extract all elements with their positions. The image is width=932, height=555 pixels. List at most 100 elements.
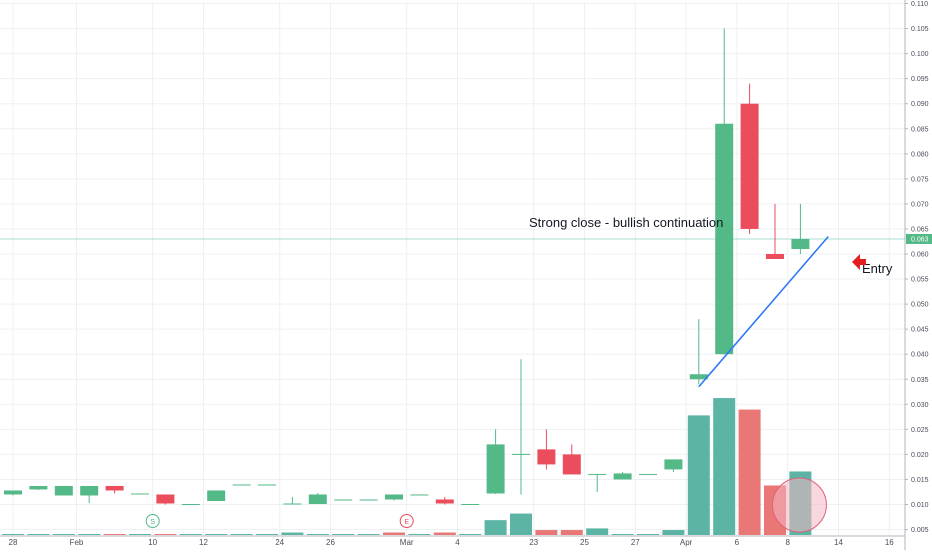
volume-bar xyxy=(357,534,380,535)
x-tick-label: 24 xyxy=(275,538,284,547)
y-tick-label: 0.045 xyxy=(911,327,929,334)
volume-bar xyxy=(306,534,329,535)
x-tick-label: 23 xyxy=(529,538,538,547)
candle-body xyxy=(613,473,632,480)
y-tick-label: 0.035 xyxy=(911,377,929,384)
y-tick-label: 0.080 xyxy=(911,151,929,158)
candle-body xyxy=(537,449,556,465)
y-tick-label: 0.025 xyxy=(911,427,929,434)
candle-body xyxy=(689,374,708,380)
volume-bar xyxy=(230,534,253,535)
annotation-entry[interactable]: Entry xyxy=(862,261,893,276)
x-tick-label: 4 xyxy=(455,538,460,547)
volume-bar xyxy=(560,530,583,535)
volume-bar xyxy=(484,520,507,535)
candle-body xyxy=(435,499,454,504)
y-tick-label: 0.040 xyxy=(911,352,929,359)
y-tick-label: 0.090 xyxy=(911,101,929,108)
y-tick-label: 0.110 xyxy=(911,1,928,8)
y-tick-label: 0.070 xyxy=(911,201,929,208)
candle-body xyxy=(156,494,175,504)
candle-body xyxy=(639,473,657,475)
y-tick-label: 0.055 xyxy=(911,277,929,284)
candle-body xyxy=(29,485,48,490)
x-tick-label: 26 xyxy=(326,538,335,547)
volume-bar xyxy=(611,534,634,535)
candle-body xyxy=(232,484,251,486)
volume-bar xyxy=(2,534,24,535)
candle-body xyxy=(207,490,226,501)
y-tick-label: 0.015 xyxy=(911,477,929,484)
candle-body xyxy=(181,503,200,505)
event-marker[interactable] xyxy=(399,514,414,528)
volume-bar xyxy=(179,534,202,535)
volume-highlight-circle xyxy=(771,477,827,533)
candle-body xyxy=(334,499,353,501)
volume-bar xyxy=(637,534,659,535)
x-tick-label: 14 xyxy=(834,538,843,547)
x-tick-label: 28 xyxy=(9,538,18,547)
y-tick-label: 0.095 xyxy=(911,76,929,83)
candle-body xyxy=(486,444,505,494)
y-tick-label: 0.030 xyxy=(911,402,929,409)
volume-bar xyxy=(332,534,355,535)
candle-body xyxy=(410,494,429,496)
x-tick-label: 10 xyxy=(148,538,157,547)
volume-bars xyxy=(2,398,812,535)
candle-body xyxy=(131,493,149,495)
volume-bar xyxy=(459,534,482,535)
event-marker-letter: E xyxy=(404,519,409,526)
volume-bar xyxy=(586,528,609,535)
y-tick-label: 0.010 xyxy=(911,502,929,509)
candle-body xyxy=(4,490,22,495)
y-tick-label: 0.100 xyxy=(911,51,929,58)
volume-bar xyxy=(27,534,50,535)
volume-bar xyxy=(78,534,101,535)
volume-bar xyxy=(713,398,736,535)
candle-body xyxy=(588,473,607,475)
x-tick-label: 25 xyxy=(580,538,589,547)
y-tick-label: 0.105 xyxy=(911,26,929,33)
y-tick-label: 0.065 xyxy=(911,226,929,233)
candle-body xyxy=(258,484,276,486)
annotation-strong-close[interactable]: Strong close - bullish continuation xyxy=(529,215,723,230)
volume-bar xyxy=(256,534,278,535)
candle-body xyxy=(80,485,99,496)
x-tick-label: 8 xyxy=(785,538,790,547)
y-tick-label: 0.085 xyxy=(911,126,929,133)
grid xyxy=(0,2,905,536)
event-marker[interactable] xyxy=(145,514,160,528)
candle-body xyxy=(766,254,784,260)
last-price-badge xyxy=(906,233,932,244)
x-tick-label: 27 xyxy=(631,538,640,547)
candle-body xyxy=(359,499,378,501)
x-tick-label: Feb xyxy=(70,538,84,547)
event-marker-letter: S xyxy=(150,519,155,526)
y-tick-label: 0.005 xyxy=(911,527,929,534)
price-axis[interactable]: 0.005 0.010 0.015 0.020 0.025 0.030 0.035 0.040… xyxy=(904,0,932,550)
candle-body xyxy=(385,494,403,500)
x-tick-label: 12 xyxy=(199,538,208,547)
last-price-label: 0.063 xyxy=(911,236,929,243)
candle-body xyxy=(105,485,124,491)
candle-body xyxy=(283,503,302,505)
y-tick-label: 0.075 xyxy=(911,176,929,183)
volume-bar xyxy=(433,532,456,535)
candle-body xyxy=(740,103,759,229)
x-tick-label: 16 xyxy=(885,538,894,547)
volume-bar xyxy=(535,530,558,535)
volume-bar xyxy=(408,534,431,535)
y-tick-label: 0.060 xyxy=(911,252,929,259)
candle-body xyxy=(715,123,734,355)
time-axis[interactable]: 28 Feb 10 12 24 26 Mar 4 23 25 27 Apr 6 8 14 16 xyxy=(0,535,905,547)
volume-bar xyxy=(52,534,75,535)
trend-line[interactable] xyxy=(698,235,829,388)
volume-bar xyxy=(738,409,761,535)
x-tick-label: Apr xyxy=(680,538,693,547)
volume-bar xyxy=(383,532,405,535)
candle-body xyxy=(461,503,480,505)
candle-body xyxy=(54,485,73,496)
y-tick-label: 0.020 xyxy=(911,452,929,459)
candle-body xyxy=(664,459,683,470)
